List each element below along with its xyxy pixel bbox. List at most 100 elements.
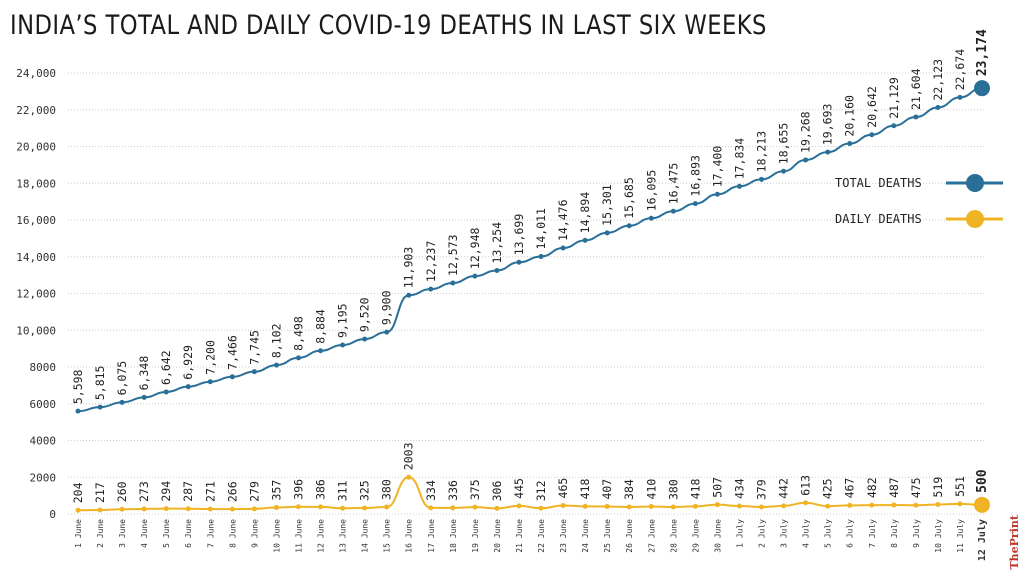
x-tick-label: 13 June xyxy=(339,519,348,553)
data-label: 551 xyxy=(953,476,967,497)
x-tick-label: 10 July xyxy=(934,519,943,553)
x-tick-label: 19 June xyxy=(471,519,480,553)
data-label: 260 xyxy=(115,481,129,502)
data-label: 8,498 xyxy=(291,316,305,351)
x-tick-label: 4 June xyxy=(140,519,149,548)
x-tick-label: 2 July xyxy=(758,519,767,548)
data-point xyxy=(516,503,522,509)
data-point xyxy=(428,505,434,511)
data-point xyxy=(891,502,897,508)
y-tick-label: 6000 xyxy=(30,398,57,411)
data-label: 17,834 xyxy=(732,138,746,180)
data-label: 384 xyxy=(622,479,636,500)
data-label: 379 xyxy=(755,479,769,500)
theprint-logo: ThePrint xyxy=(1008,515,1021,570)
data-point xyxy=(141,394,147,400)
data-label: 475 xyxy=(909,477,923,498)
data-label: 294 xyxy=(159,481,173,502)
y-tick-label: 12,000 xyxy=(16,288,56,301)
data-point xyxy=(803,500,809,506)
data-point xyxy=(119,399,125,405)
data-point xyxy=(582,237,588,243)
data-label: 500 xyxy=(975,469,990,493)
data-point xyxy=(974,80,990,97)
data-label: 6,929 xyxy=(181,345,195,380)
x-tick-label: 20 June xyxy=(493,519,502,553)
data-point xyxy=(472,273,478,279)
x-tick-label: 1 June xyxy=(74,519,83,548)
data-label: 410 xyxy=(644,479,658,500)
data-label: 19,693 xyxy=(821,104,835,146)
data-label: 418 xyxy=(688,478,702,499)
data-label: 204 xyxy=(71,482,85,503)
data-point xyxy=(582,503,588,509)
x-tick-label: 23 June xyxy=(559,519,568,553)
data-point xyxy=(692,201,698,207)
x-tick-label: 30 June xyxy=(713,519,722,553)
data-point xyxy=(670,504,676,510)
data-point xyxy=(825,149,831,155)
data-label: 14,011 xyxy=(534,208,548,250)
x-tick-label: 21 June xyxy=(515,519,524,553)
data-point xyxy=(273,504,279,510)
x-tick-label: 24 June xyxy=(581,519,590,553)
data-point xyxy=(207,506,213,512)
data-label: 12,237 xyxy=(424,241,438,283)
data-label: 16,095 xyxy=(644,170,658,212)
data-label: 396 xyxy=(291,479,305,500)
data-point xyxy=(384,329,390,335)
data-label: 306 xyxy=(490,481,504,502)
data-point xyxy=(714,191,720,197)
data-point xyxy=(141,506,147,512)
data-label: 21,129 xyxy=(887,77,901,119)
data-point xyxy=(847,141,853,147)
x-tick-label: 29 June xyxy=(691,519,700,553)
data-point xyxy=(626,223,632,229)
x-tick-label: 3 June xyxy=(118,519,127,548)
data-label: 17,400 xyxy=(710,146,724,188)
data-point xyxy=(318,504,324,510)
data-point xyxy=(295,504,301,510)
data-point xyxy=(295,355,301,361)
y-tick-label: 24,000 xyxy=(16,67,56,80)
data-point xyxy=(648,503,654,509)
data-label: 8,884 xyxy=(314,309,328,344)
data-label: 375 xyxy=(468,479,482,500)
data-label: 7,466 xyxy=(225,335,239,370)
data-label: 279 xyxy=(247,481,261,502)
data-label: 519 xyxy=(931,477,945,498)
data-label: 18,213 xyxy=(755,131,769,173)
data-label: 418 xyxy=(578,478,592,499)
data-point xyxy=(362,505,368,511)
y-tick-label: 14,000 xyxy=(16,251,56,264)
data-label: 445 xyxy=(512,478,526,499)
x-tick-label: 5 June xyxy=(162,519,171,548)
data-point xyxy=(560,502,566,508)
data-label: 14,476 xyxy=(556,199,570,241)
x-tick-label: 7 July xyxy=(868,519,877,548)
chart-title: INDIA’S TOTAL AND DAILY COVID-19 DEATHS … xyxy=(10,10,767,41)
data-label: 325 xyxy=(358,480,372,501)
data-point xyxy=(340,505,346,511)
data-label: 8,102 xyxy=(269,324,283,359)
data-label: 6,642 xyxy=(159,350,173,385)
data-label: 2003 xyxy=(402,442,416,470)
data-point xyxy=(869,132,875,138)
data-point xyxy=(229,506,235,512)
data-point xyxy=(75,507,81,513)
data-point xyxy=(913,502,919,508)
data-point xyxy=(428,286,434,292)
x-tick-label: 3 July xyxy=(780,519,789,548)
data-point xyxy=(974,496,990,513)
data-label: 9,520 xyxy=(358,297,372,332)
data-label: 407 xyxy=(600,479,614,500)
data-label: 425 xyxy=(821,478,835,499)
data-label: 380 xyxy=(666,479,680,500)
x-tick-label: 2 June xyxy=(96,519,105,548)
data-point xyxy=(406,292,412,298)
data-label: 12,948 xyxy=(468,227,482,269)
data-point xyxy=(825,503,831,509)
data-label: 467 xyxy=(843,478,857,499)
x-tick-label: 15 June xyxy=(383,519,392,553)
